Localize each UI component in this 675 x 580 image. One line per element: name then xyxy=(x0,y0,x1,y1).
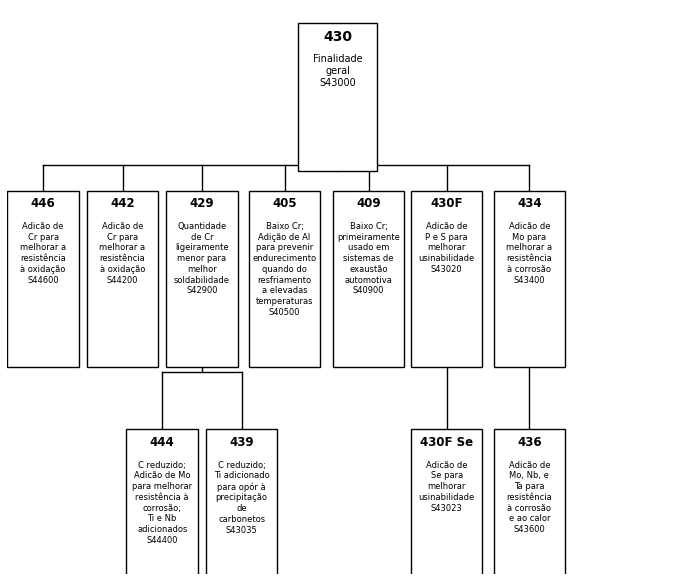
FancyBboxPatch shape xyxy=(126,429,198,580)
Text: Adicão de
Se para
melhorar
usinabilidade
S43023: Adicão de Se para melhorar usinabilidade… xyxy=(418,461,475,513)
Text: 430: 430 xyxy=(323,30,352,44)
Text: 436: 436 xyxy=(517,436,541,449)
Text: 444: 444 xyxy=(150,436,175,449)
Text: 446: 446 xyxy=(31,197,55,211)
Text: Quantidade
de Cr
ligeiramente
menor para
melhor
soldabilidade
S42900: Quantidade de Cr ligeiramente menor para… xyxy=(174,222,230,295)
Text: Adicão de
Cr para
melhorar a
resistência
à oxidação
S44600: Adicão de Cr para melhorar a resistência… xyxy=(20,222,66,285)
Text: Baixo Cr;
Adição de Al
para prevenir
endurecimento
quando do
resfriamento
a elev: Baixo Cr; Adição de Al para prevenir end… xyxy=(252,222,317,317)
Text: Adicão de
Mo para
melhorar a
resistência
à corrosão
S43400: Adicão de Mo para melhorar a resistência… xyxy=(506,222,552,285)
FancyBboxPatch shape xyxy=(87,190,158,367)
Text: 409: 409 xyxy=(356,197,381,211)
Text: C reduzido;
Ti adicionado
para opór à
precipitação
de
carbonetos
S43035: C reduzido; Ti adicionado para opór à pr… xyxy=(214,461,269,535)
FancyBboxPatch shape xyxy=(249,190,321,367)
Text: 430F Se: 430F Se xyxy=(420,436,473,449)
Text: C reduzido;
Adicão de Mo
para melhorar
resistência à
corrosão;
Ti e Nb
adicionad: C reduzido; Adicão de Mo para melhorar r… xyxy=(132,461,192,545)
FancyBboxPatch shape xyxy=(298,23,377,171)
FancyBboxPatch shape xyxy=(493,429,565,580)
Text: 429: 429 xyxy=(190,197,214,211)
Text: Adicão de
Mo, Nb, e
Ta para
resistência
à corrosão
e ao calor
S43600: Adicão de Mo, Nb, e Ta para resistência … xyxy=(506,461,552,534)
FancyBboxPatch shape xyxy=(7,190,79,367)
FancyBboxPatch shape xyxy=(411,190,483,367)
Text: 434: 434 xyxy=(517,197,541,211)
FancyBboxPatch shape xyxy=(411,429,483,580)
FancyBboxPatch shape xyxy=(166,190,238,367)
FancyBboxPatch shape xyxy=(206,429,277,580)
FancyBboxPatch shape xyxy=(493,190,565,367)
FancyBboxPatch shape xyxy=(333,190,404,367)
Text: Baixo Cr;
primeiramente
usado em
sistemas de
exaustão
automotiva
S40900: Baixo Cr; primeiramente usado em sistema… xyxy=(337,222,400,295)
Text: Finalidade
geral
S43000: Finalidade geral S43000 xyxy=(313,54,362,88)
Text: 442: 442 xyxy=(110,197,135,211)
Text: 439: 439 xyxy=(230,436,254,449)
Text: 430F: 430F xyxy=(431,197,463,211)
Text: Adicão de
P e S para
melhorar
usinabilidade
S43020: Adicão de P e S para melhorar usinabilid… xyxy=(418,222,475,274)
Text: Adicão de
Cr para
melhorar a
resistência
à oxidação
S44200: Adicão de Cr para melhorar a resistência… xyxy=(99,222,146,285)
Text: 405: 405 xyxy=(272,197,297,211)
